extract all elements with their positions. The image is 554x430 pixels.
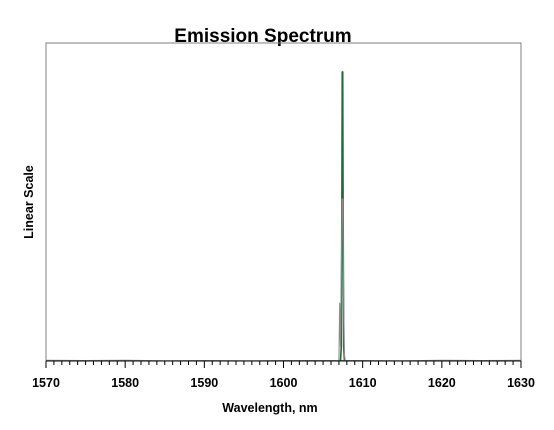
chart-title: Emission Spectrum	[174, 26, 351, 47]
y-axis-label: Linear Scale	[22, 165, 36, 239]
x-axis-label: Wavelength, nm	[222, 401, 317, 415]
x-tick-label: 1610	[349, 376, 377, 390]
x-tick-label: 1570	[32, 376, 60, 390]
x-tick-label: 1620	[428, 376, 456, 390]
x-tick-label: 1590	[190, 376, 218, 390]
baseline-noise	[45, 359, 522, 362]
x-tick-label: 1580	[111, 376, 139, 390]
baseline-series-line	[45, 359, 522, 362]
series-group	[338, 71, 346, 362]
plot-area-frame	[45, 42, 522, 362]
x-tick-label: 1600	[270, 376, 298, 390]
x-axis-ticks: 1570 1580 1590 1600 1610 1620 1630	[32, 361, 535, 390]
x-tick-label: 1630	[507, 376, 535, 390]
spectrum-series-line-2	[338, 198, 346, 362]
